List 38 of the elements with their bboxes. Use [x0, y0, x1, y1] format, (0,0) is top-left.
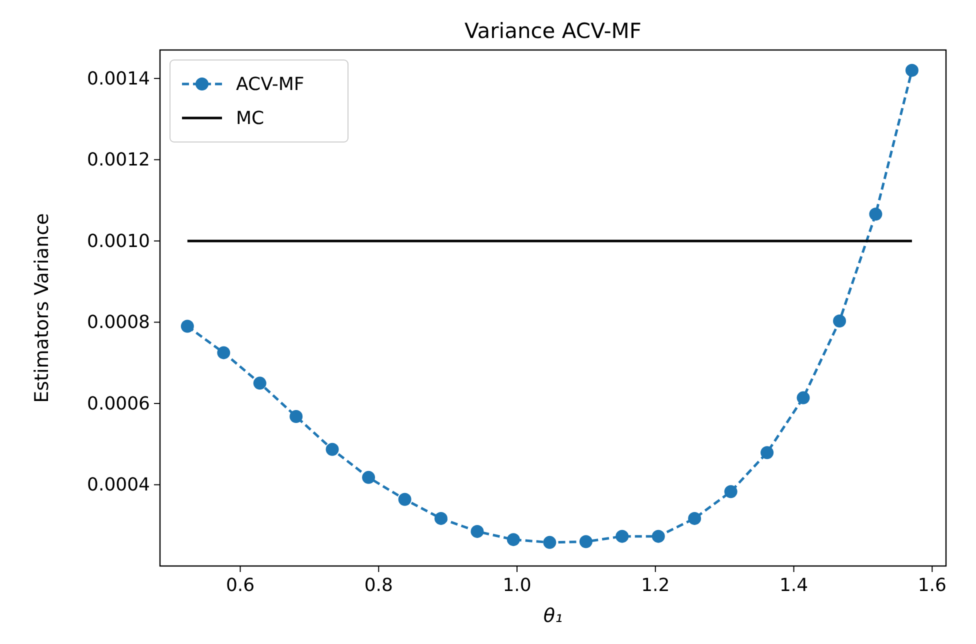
point — [180, 320, 194, 333]
chart-title: Variance ACV-MF — [464, 19, 642, 43]
legend-label: ACV-MF — [236, 74, 304, 95]
point — [434, 512, 448, 525]
x-tick-label: 1.4 — [779, 575, 808, 596]
point — [543, 536, 556, 549]
legend-label: MC — [236, 108, 264, 129]
point — [398, 492, 412, 506]
point — [326, 442, 339, 456]
point — [579, 535, 592, 548]
x-tick-label: 0.6 — [226, 575, 255, 596]
x-axis-title: θ₁ — [543, 605, 563, 627]
point — [688, 512, 702, 525]
y-tick-label: 0.0010 — [87, 230, 150, 252]
point — [652, 530, 665, 543]
point — [470, 524, 484, 538]
point — [217, 346, 230, 360]
y-tick-label: 0.0014 — [87, 68, 150, 90]
point — [290, 410, 303, 423]
point — [869, 208, 882, 221]
point — [724, 485, 738, 498]
y-tick-label: 0.0008 — [87, 312, 150, 334]
y-tick-label: 0.0006 — [87, 393, 150, 414]
x-tick-label: 1.0 — [502, 575, 532, 596]
x-tick-label: 1.6 — [918, 575, 946, 596]
point — [506, 533, 520, 546]
point — [833, 314, 846, 328]
point — [796, 391, 810, 404]
y-tick-label: 0.0012 — [87, 150, 150, 171]
point — [616, 530, 629, 543]
point — [362, 470, 376, 484]
y-axis-title: Estimators Variance — [31, 213, 53, 403]
point — [905, 64, 918, 77]
point — [253, 376, 266, 390]
x-tick-label: 0.8 — [364, 575, 393, 596]
point — [760, 446, 774, 460]
x-tick-label: 1.2 — [641, 575, 670, 596]
y-tick-label: 0.0004 — [87, 474, 150, 496]
